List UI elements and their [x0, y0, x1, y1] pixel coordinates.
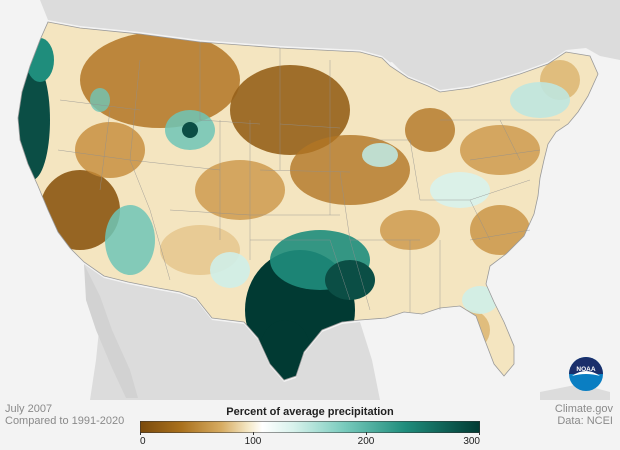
us-outline — [17, 21, 599, 381]
baja-land — [84, 264, 138, 398]
legend-tick-mark-300 — [479, 432, 480, 435]
legend-tick-200: 200 — [357, 436, 375, 447]
legend-title: Percent of average precipitation — [226, 406, 394, 418]
legend-tick-mark-100 — [253, 432, 254, 435]
precipitation-map — [17, 0, 620, 400]
state-borders — [57, 42, 560, 312]
legend-color-bar — [140, 421, 480, 433]
canada-land — [40, 0, 620, 90]
map-period-info: July 2007 Compared to 1991-2020 — [5, 403, 124, 427]
map-source-info: Climate.gov Data: NCEI — [555, 403, 613, 427]
noaa-logo-icon: NOAA — [569, 357, 603, 391]
legend-tick-300: 300 — [463, 436, 480, 447]
legend-tick-mark-200 — [366, 432, 367, 435]
map-period: July 2007 — [5, 403, 53, 415]
color-legend: Percent of average precipitation 0 100 2… — [140, 406, 480, 447]
noaa-logo-label: NOAA — [576, 366, 595, 373]
data-source-label: Data: NCEI — [557, 415, 613, 427]
map-baseline: Compared to 1991-2020 — [5, 415, 125, 427]
legend-tick-mark-0 — [140, 432, 141, 435]
mexico-land — [84, 264, 380, 400]
legend-tick-0: 0 — [140, 436, 146, 447]
legend-tick-100: 100 — [244, 436, 262, 447]
source-label: Climate.gov — [554, 403, 613, 415]
